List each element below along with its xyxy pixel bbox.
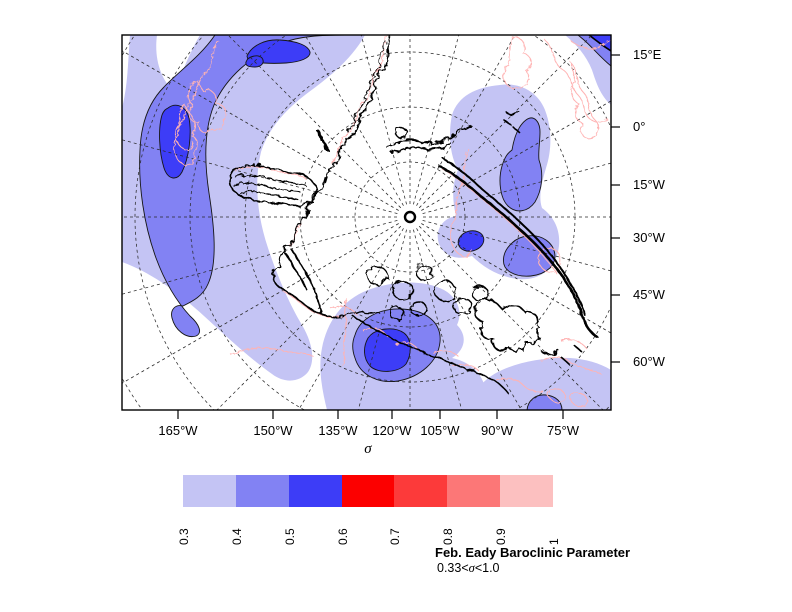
- x-axis-ticks: [177, 410, 564, 419]
- x-tick-label: 90°W: [481, 423, 513, 438]
- colorbar-tick-label: 0.4: [230, 528, 244, 545]
- x-tick-label: 150°W: [253, 423, 293, 438]
- x-tick-label: 135°W: [318, 423, 358, 438]
- legend-segment: [288, 475, 342, 507]
- colorbar-tick-label: 0.3: [177, 528, 191, 545]
- colorbar-tick-label: 0.5: [283, 528, 297, 545]
- legend-segment: [235, 475, 289, 507]
- figure-subtitle: 0.33<σ<1.0: [437, 561, 500, 576]
- x-axis-title-sigma: σ: [364, 441, 372, 457]
- colorbar-tick-label: 0.8: [441, 528, 455, 545]
- legend-segment: [394, 475, 448, 507]
- subtitle-pre: 0.33<: [437, 561, 469, 575]
- legend-segment: [500, 475, 554, 507]
- colorbar-tick-label: 0.7: [388, 528, 402, 545]
- pink-coastlines: [172, 35, 611, 407]
- colorbar-tick-label: 1: [547, 538, 561, 545]
- y-tick-label: 15°E: [633, 47, 662, 62]
- y-tick-label: 0°: [633, 119, 646, 134]
- subtitle-post: <1.0: [474, 561, 500, 575]
- y-axis-ticks: [611, 54, 620, 363]
- legend-segment: [447, 475, 501, 507]
- x-tick-label: 105°W: [420, 423, 460, 438]
- legend-segment: [341, 475, 395, 507]
- colorbar-tick-label: 0.6: [336, 528, 350, 545]
- x-tick-label: 120°W: [372, 423, 412, 438]
- pole-marker: [403, 210, 417, 224]
- black-coastlines: [227, 35, 598, 394]
- y-tick-label: 60°W: [633, 354, 665, 369]
- legend-segment: [183, 475, 236, 507]
- colorbar-tick-label: 0.9: [494, 528, 508, 545]
- colorbar: [183, 475, 554, 507]
- x-tick-label: 75°W: [547, 423, 579, 438]
- x-tick-label: 165°W: [158, 423, 198, 438]
- y-tick-label: 30°W: [633, 230, 665, 245]
- subtitle-sigma: σ: [468, 561, 475, 575]
- y-tick-label: 15°W: [633, 177, 665, 192]
- figure-title: Feb. Eady Baroclinic Parameter: [435, 545, 631, 560]
- map-frame: [121, 34, 612, 411]
- y-tick-label: 45°W: [633, 287, 665, 302]
